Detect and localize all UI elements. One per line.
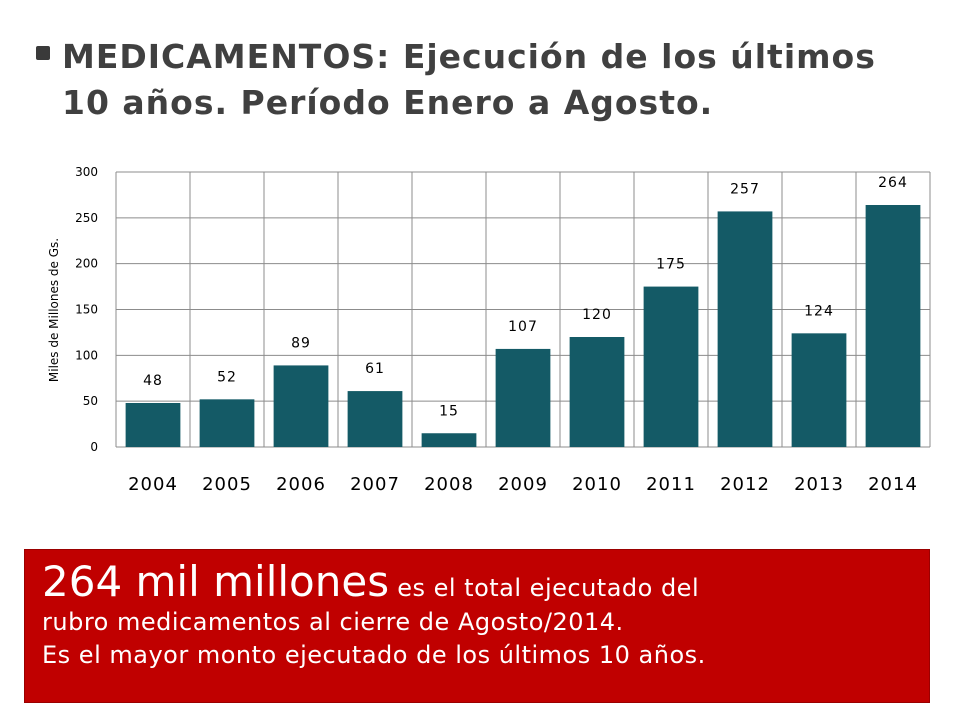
- y-tick-label-150: 150: [75, 303, 98, 317]
- chart-y-ticks: 0 50 100 150 200 250 300: [75, 165, 98, 454]
- y-axis-label: Miles de Millones de Gs.: [47, 238, 61, 382]
- bar-2007: [347, 391, 403, 447]
- bar-2011: [643, 286, 699, 447]
- data-label-2012: 257: [730, 181, 760, 197]
- x-tick-label-2006: 2006: [276, 474, 326, 495]
- x-tick-label-2008: 2008: [424, 474, 474, 495]
- data-label-2009: 107: [508, 319, 538, 335]
- bar-2014: [865, 205, 921, 447]
- bar-2004: [125, 403, 181, 447]
- data-label-2004: 48: [143, 373, 163, 389]
- data-label-2010: 120: [582, 307, 612, 323]
- data-label-2013: 124: [804, 303, 834, 319]
- bar-chart: 48 52 89 61 15 107 120 175 257 124 264 0 50 100 150 20…: [47, 165, 931, 495]
- x-tick-label-2010: 2010: [572, 474, 622, 495]
- x-tick-label-2009: 2009: [498, 474, 548, 495]
- bar-2009: [495, 348, 551, 447]
- data-label-2007: 61: [365, 361, 385, 377]
- bar-2005: [199, 399, 255, 447]
- callout-highlight: 264 mil millones: [42, 557, 390, 606]
- data-label-2014: 264: [878, 175, 908, 191]
- title-bullet: [36, 46, 50, 60]
- data-label-2005: 52: [217, 369, 237, 385]
- y-tick-label-100: 100: [75, 348, 98, 362]
- x-tick-label-2014: 2014: [868, 474, 918, 495]
- chart-x-ticks: 2004 2005 2006 2007 2008 2009 2010 2011 2012 2013…: [128, 474, 918, 495]
- callout-line-3: Es el mayor monto ejecutado de los últim…: [42, 641, 706, 669]
- x-tick-label-2007: 2007: [350, 474, 400, 495]
- bar-2008: [421, 433, 477, 447]
- bar-2013: [791, 333, 847, 447]
- title-line-2: 10 años. Período Enero a Agosto.: [62, 83, 714, 122]
- x-tick-label-2004: 2004: [128, 474, 178, 495]
- callout-line-1: 264 mil millones es el total ejecutado d…: [42, 558, 929, 606]
- page-title: MEDICAMENTOS: Ejecución de los últimos 1…: [62, 34, 942, 126]
- chart-data-labels: 48 52 89 61 15 107 120 175 257 124 264: [143, 175, 908, 419]
- callout-line-2: rubro medicamentos al cierre de Agosto/2…: [42, 608, 624, 636]
- bar-2012: [717, 211, 773, 447]
- y-tick-label-50: 50: [83, 394, 98, 408]
- title-line-1: MEDICAMENTOS: Ejecución de los últimos: [62, 37, 876, 76]
- data-label-2006: 89: [291, 335, 311, 351]
- x-tick-label-2013: 2013: [794, 474, 844, 495]
- callout-line-1-rest: es el total ejecutado del: [389, 574, 700, 602]
- x-tick-label-2012: 2012: [720, 474, 770, 495]
- x-tick-label-2011: 2011: [646, 474, 696, 495]
- data-label-2008: 15: [439, 403, 459, 419]
- data-label-2011: 175: [656, 257, 686, 273]
- bar-2010: [569, 337, 625, 447]
- x-tick-label-2005: 2005: [202, 474, 252, 495]
- y-tick-label-200: 200: [75, 257, 98, 271]
- y-tick-label-0: 0: [90, 440, 98, 454]
- y-tick-label-250: 250: [75, 211, 98, 225]
- y-tick-label-300: 300: [75, 165, 98, 179]
- bar-2006: [273, 365, 329, 447]
- summary-callout: 264 mil millones es el total ejecutado d…: [24, 549, 930, 703]
- chart-bars: [125, 205, 921, 447]
